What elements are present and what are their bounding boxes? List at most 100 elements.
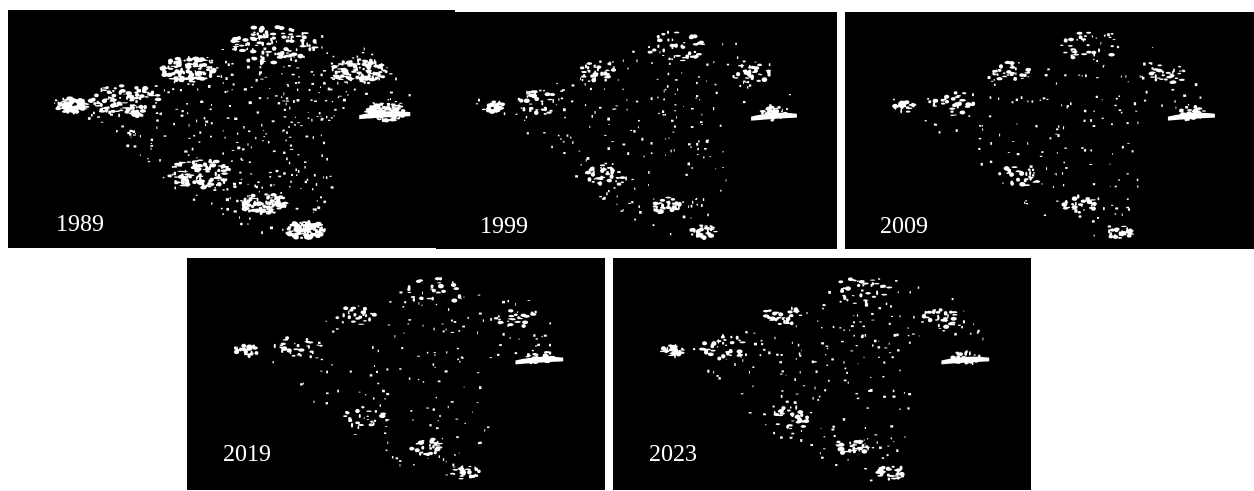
land-cover-speck [233,185,237,188]
land-cover-speck [325,176,328,180]
land-cover-speck [753,332,756,334]
land-cover-cluster-patch [1002,75,1007,78]
land-cover-cluster-patch [346,60,353,64]
land-cover-cluster-patch [170,65,175,67]
land-cover-cluster-patch [528,106,534,110]
land-cover-speck [549,322,552,325]
land-cover-speck [616,195,618,198]
land-cover-speck [674,104,677,106]
land-cover-cluster-patch [1196,107,1203,110]
land-cover-speck [1041,151,1044,153]
land-cover-speck [1055,133,1058,135]
land-cover-cluster-patch [296,344,300,348]
land-cover-speck [226,117,230,119]
land-cover-speck [509,337,511,339]
land-cover-cluster-patch [205,68,211,71]
land-cover-cluster-patch [436,440,439,444]
land-cover-cluster-patch [1077,203,1084,206]
land-cover-speck [296,122,301,124]
land-cover-speck [323,82,326,85]
land-cover-cluster-patch [125,91,133,96]
land-cover-cluster-patch [612,67,615,71]
land-cover-speck [1078,215,1082,218]
land-cover-speck [832,425,835,428]
land-cover-cluster-patch [607,62,610,66]
land-cover-cluster-patch [109,100,115,102]
land-cover-cluster-patch [271,202,275,208]
land-cover-speck [91,114,93,117]
land-cover-speck [1126,206,1130,209]
land-cover-speck [288,161,291,165]
land-cover-cluster-patch [468,465,472,468]
land-cover-cluster-patch [452,468,459,471]
land-cover-speck [761,343,764,346]
land-cover-speck [291,173,293,177]
land-cover-cluster-patch [366,415,369,418]
land-cover-speck [622,88,624,90]
land-cover-speck [772,405,775,408]
land-cover-cluster-patch [700,235,703,238]
land-cover-speck [358,305,360,307]
land-cover-speck [418,302,420,305]
land-cover-speck [407,323,409,325]
land-cover-cluster-patch [1029,177,1032,181]
land-cover-cluster-patch [119,89,126,93]
land-cover-cluster-patch [390,103,396,106]
land-cover-cluster-patch [599,164,606,167]
land-cover-speck [1100,42,1102,45]
land-cover-cluster-patch [801,425,806,427]
land-cover-cluster-patch [603,71,608,76]
land-cover-speck [1056,200,1059,202]
land-cover-cluster-patch [952,313,956,316]
land-cover-speck [748,84,752,87]
land-cover-cluster-patch [593,64,597,67]
land-cover-cluster-patch [127,108,131,111]
land-cover-cluster-patch [670,198,676,201]
land-cover-speck [211,202,213,205]
land-cover-speck [1127,81,1129,83]
land-cover-speck [200,100,203,103]
land-cover-speck [951,298,954,301]
land-cover-cluster-patch [81,103,84,107]
land-cover-speck [687,162,691,166]
land-cover-cluster-patch [474,467,479,471]
land-cover-cluster-patch [383,118,390,123]
land-cover-speck [1070,54,1074,58]
land-cover-cluster-patch [270,37,273,42]
land-cover-speck [981,124,983,127]
land-cover-speck [899,369,901,372]
land-cover-cluster-patch [182,71,186,75]
land-cover-speck [150,138,154,142]
land-cover-speck [677,88,679,91]
land-cover-cluster-patch [757,63,762,67]
land-cover-cluster-patch [441,289,446,293]
land-cover-cluster-patch [434,447,441,452]
land-cover-cluster-patch [1073,49,1077,54]
land-cover-speck [685,173,688,176]
land-cover-cluster-patch [281,346,288,351]
land-cover-speck [666,347,669,350]
land-cover-cluster-patch [501,104,505,107]
land-cover-speck [1114,104,1117,107]
land-cover-cluster-patch [899,102,904,107]
land-cover-speck [853,315,855,317]
land-cover-cluster-patch [1010,64,1014,66]
land-cover-speck [1066,105,1069,108]
land-cover-cluster-patch [363,320,367,322]
land-cover-speck [1199,96,1202,99]
land-cover-cluster-patch [356,62,361,66]
land-cover-speck [327,87,331,91]
land-cover-speck [607,147,610,150]
land-cover-speck [101,107,105,110]
land-cover-speck [663,89,665,93]
land-cover-cluster-patch [780,110,783,113]
land-cover-speck [669,233,672,236]
land-cover-cluster-patch [243,349,248,354]
land-cover-cluster-patch [544,351,548,354]
land-cover-cluster-patch [257,34,264,39]
land-cover-speck [439,414,441,418]
land-cover-speck [514,352,518,355]
land-cover-speck [564,116,566,119]
land-cover-speck [706,139,709,141]
land-cover-cluster-patch [453,287,460,290]
